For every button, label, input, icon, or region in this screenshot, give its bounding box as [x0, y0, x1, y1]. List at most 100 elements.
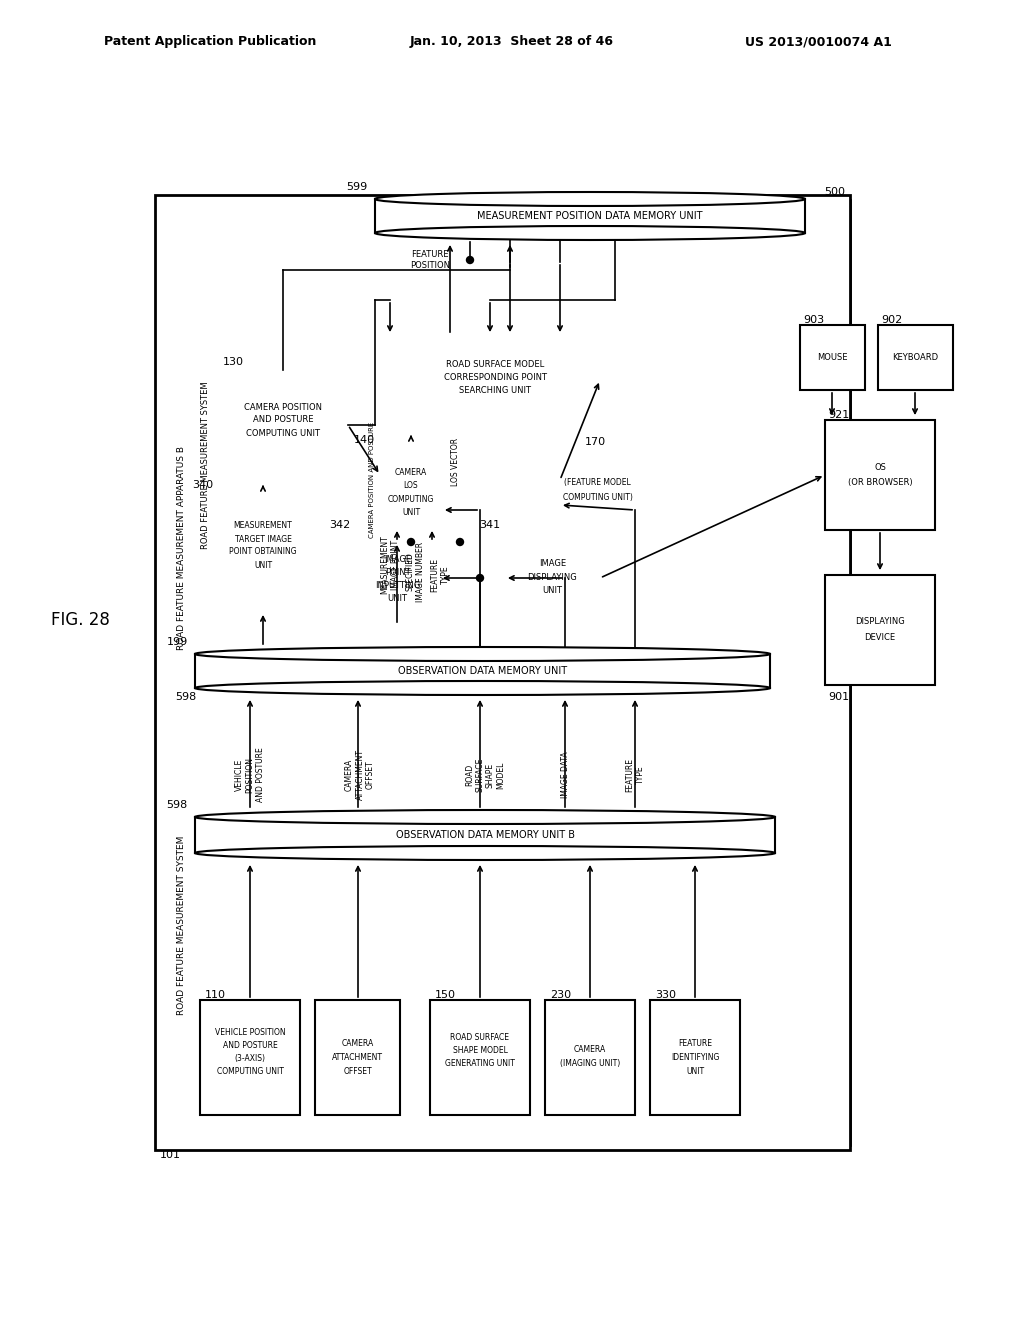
Text: COMPUTING UNIT: COMPUTING UNIT: [246, 429, 319, 437]
Text: IMAGE: IMAGE: [384, 554, 411, 564]
Text: FEATURE
POSITION: FEATURE POSITION: [410, 251, 450, 269]
Text: TARGET IMAGE: TARGET IMAGE: [234, 535, 292, 544]
Text: 598: 598: [175, 692, 197, 702]
Ellipse shape: [195, 810, 775, 824]
Text: 110: 110: [205, 990, 226, 1001]
Text: FEATURE: FEATURE: [678, 1039, 712, 1048]
Text: Jan. 10, 2013  Sheet 28 of 46: Jan. 10, 2013 Sheet 28 of 46: [410, 36, 614, 49]
Text: POINT: POINT: [385, 568, 411, 577]
Text: CORRESPONDING POINT: CORRESPONDING POINT: [443, 374, 547, 381]
Text: 903: 903: [803, 315, 824, 325]
Bar: [218, 370, 348, 480]
Bar: [505, 531, 600, 624]
Text: IMAGE DATA: IMAGE DATA: [560, 751, 569, 799]
Text: COMPUTING UNIT): COMPUTING UNIT): [562, 492, 633, 502]
Text: MEASUREMENT
IMAGE POINT: MEASUREMENT IMAGE POINT: [380, 536, 399, 594]
Ellipse shape: [195, 846, 775, 861]
Bar: [218, 490, 308, 610]
Text: 901: 901: [828, 692, 849, 702]
Text: (OR BROWSER): (OR BROWSER): [848, 479, 912, 487]
Text: AND POSTURE: AND POSTURE: [222, 1041, 278, 1049]
Text: DISPLAYING: DISPLAYING: [855, 618, 905, 627]
Ellipse shape: [195, 681, 770, 696]
Circle shape: [467, 256, 473, 264]
Bar: [195, 290, 790, 640]
Text: (3-AXIS): (3-AXIS): [234, 1053, 265, 1063]
Bar: [825, 420, 935, 531]
Text: VEHICLE POSITION: VEHICLE POSITION: [215, 1028, 286, 1038]
Text: 150: 150: [435, 990, 456, 1001]
Text: SEARCHING UNIT: SEARCHING UNIT: [459, 385, 531, 395]
Text: UNIT: UNIT: [387, 594, 408, 603]
Text: DEVICE: DEVICE: [864, 634, 896, 643]
Text: 599: 599: [346, 182, 368, 191]
Circle shape: [476, 574, 483, 582]
Text: CAMERA POSITION AND POSTURE: CAMERA POSITION AND POSTURE: [369, 422, 375, 539]
Ellipse shape: [375, 226, 805, 240]
Text: FEATURE
TYPE: FEATURE TYPE: [430, 558, 450, 591]
Bar: [560, 445, 635, 540]
Text: MEASUREMENT POSITION DATA MEMORY UNIT: MEASUREMENT POSITION DATA MEMORY UNIT: [477, 211, 702, 220]
Text: ROAD FEATURE MEASUREMENT SYSTEM: ROAD FEATURE MEASUREMENT SYSTEM: [202, 381, 211, 549]
Text: CAMERA: CAMERA: [573, 1045, 606, 1053]
Text: 130: 130: [223, 356, 244, 367]
Text: INPUTTING: INPUTTING: [375, 581, 420, 590]
Bar: [170, 201, 850, 895]
Text: 342: 342: [329, 520, 350, 531]
Text: SHAPE MODEL: SHAPE MODEL: [453, 1045, 508, 1055]
Text: 902: 902: [881, 315, 902, 325]
Circle shape: [408, 539, 415, 545]
Text: ROAD SURFACE MODEL: ROAD SURFACE MODEL: [445, 360, 544, 370]
Text: 340: 340: [191, 480, 213, 490]
Text: COMPUTING UNIT: COMPUTING UNIT: [216, 1067, 284, 1076]
Bar: [878, 325, 953, 389]
Text: IDENTIFYING: IDENTIFYING: [671, 1053, 719, 1063]
Bar: [355, 531, 440, 624]
Text: 170: 170: [585, 437, 605, 447]
Text: OFFSET: OFFSET: [343, 1067, 372, 1076]
Bar: [825, 576, 935, 685]
Text: ROAD
SURFACE
SHAPE
MODEL: ROAD SURFACE SHAPE MODEL: [465, 758, 505, 792]
Bar: [170, 705, 850, 1144]
Bar: [155, 195, 850, 1150]
Bar: [195, 653, 770, 688]
Text: 199: 199: [166, 638, 187, 647]
Text: 230: 230: [550, 990, 571, 1001]
Bar: [375, 199, 805, 234]
Text: ROAD FEATURE MEASUREMENT APPARATUS B: ROAD FEATURE MEASUREMENT APPARATUS B: [176, 446, 185, 649]
Text: OBSERVATION DATA MEMORY UNIT: OBSERVATION DATA MEMORY UNIT: [398, 667, 567, 676]
Text: FEATURE
TYPE: FEATURE TYPE: [626, 758, 645, 792]
Text: POINT OBTAINING: POINT OBTAINING: [229, 548, 297, 557]
Text: (FEATURE MODEL: (FEATURE MODEL: [564, 478, 631, 487]
Circle shape: [457, 539, 464, 545]
Text: (IMAGING UNIT): (IMAGING UNIT): [560, 1059, 621, 1068]
Text: CAMERA: CAMERA: [341, 1039, 374, 1048]
Text: AND POSTURE: AND POSTURE: [253, 416, 313, 425]
Text: OBSERVATION DATA MEMORY UNIT B: OBSERVATION DATA MEMORY UNIT B: [395, 830, 574, 840]
Text: DISPLAYING: DISPLAYING: [527, 573, 578, 582]
Text: COMPUTING: COMPUTING: [388, 495, 434, 504]
Text: MEASUREMENT: MEASUREMENT: [233, 521, 293, 531]
Text: GENERATING UNIT: GENERATING UNIT: [445, 1059, 515, 1068]
Text: 921: 921: [828, 411, 849, 420]
Bar: [195, 817, 775, 853]
Text: ATTACHMENT: ATTACHMENT: [332, 1053, 383, 1063]
Text: US 2013/0010074 A1: US 2013/0010074 A1: [744, 36, 892, 49]
Bar: [800, 325, 865, 389]
Ellipse shape: [195, 647, 770, 661]
Text: ROAD SURFACE: ROAD SURFACE: [451, 1034, 510, 1041]
Bar: [650, 1001, 740, 1115]
Text: OS: OS: [874, 462, 886, 471]
Text: MOUSE: MOUSE: [817, 352, 848, 362]
Bar: [200, 1001, 300, 1115]
Bar: [365, 290, 760, 630]
Text: UNIT: UNIT: [254, 561, 272, 569]
Ellipse shape: [375, 191, 805, 206]
Text: 500: 500: [824, 187, 846, 197]
Text: FIG. 28: FIG. 28: [50, 611, 110, 630]
Bar: [315, 1001, 400, 1115]
Text: VEHICLE
POSITION
AND POSTURE: VEHICLE POSITION AND POSTURE: [236, 747, 265, 803]
Bar: [430, 1001, 530, 1115]
Text: ROAD FEATURE MEASUREMENT SYSTEM: ROAD FEATURE MEASUREMENT SYSTEM: [176, 836, 185, 1015]
Text: 101: 101: [160, 1150, 181, 1160]
